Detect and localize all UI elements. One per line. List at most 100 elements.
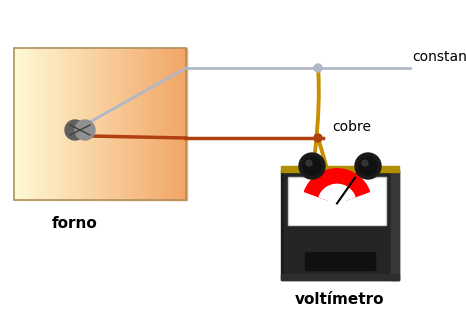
Circle shape [314, 64, 322, 72]
Circle shape [75, 120, 95, 140]
Bar [166, 48, 168, 200]
Circle shape [303, 157, 321, 175]
Bar [173, 48, 175, 200]
Bar [50, 48, 52, 200]
Bar [140, 48, 142, 200]
Circle shape [314, 134, 322, 142]
Bar [131, 48, 133, 200]
Bar [44, 48, 46, 200]
Bar [170, 48, 172, 200]
Bar [129, 48, 130, 200]
Bar [150, 48, 152, 200]
Circle shape [355, 153, 381, 179]
Bar [289, 178, 385, 224]
Bar [109, 48, 110, 200]
Bar [113, 48, 115, 200]
Wedge shape [304, 169, 370, 203]
Bar [53, 48, 55, 200]
Bar [107, 48, 109, 200]
Bar [104, 48, 106, 200]
Bar [26, 48, 27, 200]
Bar [288, 177, 386, 225]
Bar [178, 48, 179, 200]
Bar [164, 48, 166, 200]
Bar [179, 48, 181, 200]
Bar [48, 48, 50, 200]
Bar [91, 48, 93, 200]
Bar [290, 202, 384, 224]
Bar [158, 48, 159, 200]
Bar [83, 48, 85, 200]
Bar [31, 48, 33, 200]
Bar [82, 48, 83, 200]
Bar [110, 48, 112, 200]
Bar [64, 48, 66, 200]
Bar [117, 48, 119, 200]
Bar [167, 48, 169, 200]
Bar [144, 48, 146, 200]
Text: voltímetro: voltímetro [295, 292, 385, 307]
Bar [133, 48, 135, 200]
Bar [47, 48, 49, 200]
Bar [71, 48, 73, 200]
Bar [33, 48, 34, 200]
Bar [120, 48, 122, 200]
Bar [119, 48, 121, 200]
Bar [86, 48, 88, 200]
Text: forno: forno [51, 216, 97, 231]
Bar [78, 48, 81, 200]
Bar [159, 48, 161, 200]
Bar [182, 48, 184, 200]
Bar [18, 48, 20, 200]
Bar [38, 48, 40, 200]
Bar [58, 48, 61, 200]
Bar [136, 48, 138, 200]
Bar [102, 48, 103, 200]
Bar [111, 48, 113, 200]
Bar [176, 48, 178, 200]
Bar [391, 170, 399, 280]
Bar [24, 48, 26, 200]
Wedge shape [319, 184, 355, 203]
Bar [281, 170, 399, 280]
Bar [103, 48, 105, 200]
Bar [281, 274, 399, 280]
Bar [46, 48, 48, 200]
Bar [66, 48, 68, 200]
Bar [37, 48, 39, 200]
Bar [69, 48, 70, 200]
Bar [62, 48, 63, 200]
Bar [14, 48, 186, 200]
Bar [130, 48, 132, 200]
Bar [281, 166, 399, 172]
Circle shape [362, 160, 368, 166]
Bar [139, 48, 141, 200]
Bar [284, 173, 396, 277]
Bar [100, 48, 102, 200]
Bar [75, 48, 77, 200]
Bar [127, 48, 129, 200]
Bar [180, 48, 182, 200]
Bar [149, 48, 151, 200]
Bar [171, 48, 174, 200]
Bar [17, 48, 19, 200]
Bar [137, 48, 139, 200]
Bar [21, 48, 23, 200]
Circle shape [359, 157, 377, 175]
Bar [116, 48, 118, 200]
Bar [34, 48, 36, 200]
Bar [151, 48, 153, 200]
Bar [123, 48, 125, 200]
Bar [57, 48, 59, 200]
Bar [96, 48, 98, 200]
Bar [30, 48, 32, 200]
Bar [156, 48, 158, 200]
Bar [163, 48, 165, 200]
Bar [146, 48, 148, 200]
Bar [122, 48, 123, 200]
Bar [89, 48, 90, 200]
Bar [153, 48, 155, 200]
Bar [97, 48, 99, 200]
Bar [162, 48, 164, 200]
Bar [80, 48, 82, 200]
